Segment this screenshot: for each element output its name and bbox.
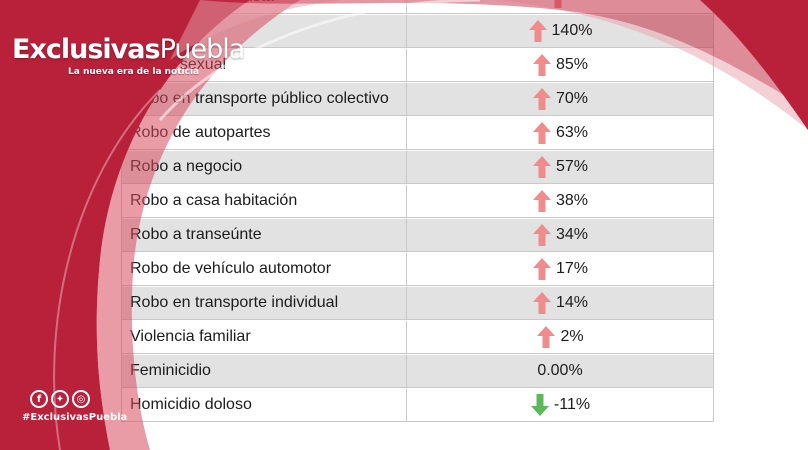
- change-percent: 2%: [560, 328, 584, 345]
- change-cell: [407, 0, 713, 13]
- crime-name: Robo en transporte público colectivo: [122, 83, 407, 115]
- arrow-up-icon: [554, 0, 562, 8]
- table-row: Robo a negocio 57%: [122, 150, 713, 184]
- crime-name: Homicidio doloso: [122, 389, 407, 421]
- change-cell: 140%: [407, 15, 713, 47]
- crime-name: Robo de autopartes: [122, 117, 407, 149]
- change-percent: 70%: [555, 90, 589, 107]
- change-percent: 0.00%: [537, 362, 583, 379]
- facebook-icon[interactable]: f: [30, 390, 48, 408]
- change-percent: 63%: [555, 124, 589, 141]
- social-icons: f ✦ ◎: [30, 390, 90, 408]
- change-cell: 34%: [407, 219, 713, 251]
- arrow-up-icon: [537, 326, 556, 348]
- table-row: Robo en transporte individual 14%: [122, 286, 713, 320]
- change-percent: 17%: [555, 260, 589, 277]
- arrow-up-icon: [532, 258, 551, 280]
- table-row: Robo a casa habitación 38%: [122, 184, 713, 218]
- arrow-up-icon: [532, 292, 551, 314]
- change-cell: 14%: [407, 287, 713, 319]
- change-cell: 85%: [407, 49, 713, 81]
- crime-name: Robo a transportista: [122, 0, 407, 13]
- change-cell: 70%: [407, 83, 713, 115]
- brand-logo: ExclusivasPuebla: [12, 34, 246, 65]
- arrow-down-icon: [530, 394, 549, 416]
- change-percent: 14%: [555, 294, 589, 311]
- change-percent: 34%: [555, 226, 589, 243]
- arrow-up-icon: [528, 20, 547, 42]
- change-cell: 17%: [407, 253, 713, 285]
- change-cell: -11%: [407, 389, 713, 421]
- brand-hashtag: #ExclusivasPuebla: [22, 412, 128, 423]
- change-cell: 63%: [407, 117, 713, 149]
- crime-name: Robo de vehículo automotor: [122, 253, 407, 285]
- brand-tagline: La nueva era de la noticia: [68, 67, 200, 77]
- change-percent: 85%: [555, 56, 589, 73]
- change-cell: 0.00%: [407, 355, 713, 387]
- change-cell: 38%: [407, 185, 713, 217]
- arrow-up-icon: [532, 88, 551, 110]
- arrow-up-icon: [532, 224, 551, 246]
- arrow-up-icon: [532, 54, 551, 76]
- arrow-up-icon: [532, 190, 551, 212]
- table-row: Violencia familiar 2%: [122, 320, 713, 354]
- change-percent: 140%: [551, 22, 593, 39]
- brand-name-part2: Puebla: [159, 34, 246, 65]
- table-row: Feminicidio 0.00%: [122, 354, 713, 388]
- table-row: Robo a transportista: [122, 0, 713, 14]
- crime-name: Robo a transeúnte: [122, 219, 407, 251]
- crime-name: Robo a casa habitación: [122, 185, 407, 217]
- table-row: Robo de vehículo automotor 17%: [122, 252, 713, 286]
- table-row: Robo de autopartes 63%: [122, 116, 713, 150]
- change-cell: 2%: [407, 321, 713, 353]
- table-row: Homicidio doloso -11%: [122, 388, 713, 422]
- table-row: Robo en transporte público colectivo 70%: [122, 82, 713, 116]
- crime-name: Feminicidio: [122, 355, 407, 387]
- arrow-up-icon: [532, 156, 551, 178]
- crime-name: Robo en transporte individual: [122, 287, 407, 319]
- brand-name-part1: Exclusivas: [12, 34, 161, 65]
- change-percent: -11%: [553, 396, 591, 413]
- table-row: Robo a transeúnte 34%: [122, 218, 713, 252]
- crime-name: Violencia familiar: [122, 321, 407, 353]
- change-percent: 57%: [555, 158, 589, 175]
- change-percent: 38%: [555, 192, 589, 209]
- arrow-up-icon: [532, 122, 551, 144]
- instagram-icon[interactable]: ◎: [72, 390, 90, 408]
- twitter-icon[interactable]: ✦: [51, 390, 69, 408]
- crime-name: Robo a negocio: [122, 151, 407, 183]
- change-cell: 57%: [407, 151, 713, 183]
